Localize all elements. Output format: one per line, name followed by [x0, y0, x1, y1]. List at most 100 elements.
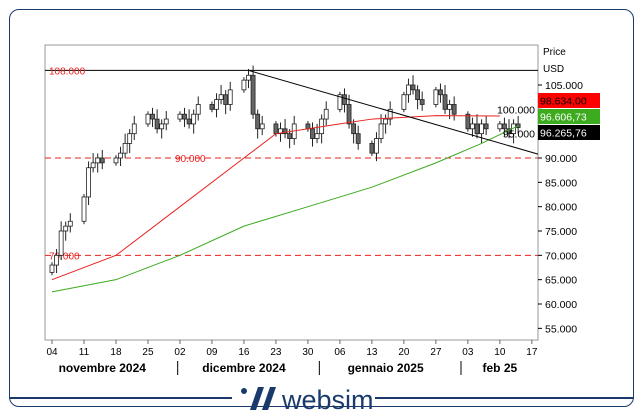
candle-body: [209, 104, 215, 110]
candle-body: [447, 104, 452, 110]
candle-body: [122, 142, 128, 154]
price-badge-label: 96.265,76: [540, 128, 587, 140]
y-tick-label: 80.000: [545, 202, 577, 214]
candle-body: [282, 128, 288, 135]
level-label: 70.000: [49, 251, 80, 262]
candle-body: [387, 108, 393, 120]
x-tick-label: 17: [526, 347, 538, 358]
unit-label: USD: [543, 64, 564, 75]
candle-body: [374, 138, 379, 154]
candle-body: [442, 94, 448, 110]
candle-body: [337, 94, 343, 110]
candle-body: [159, 123, 165, 130]
y-tick-label: 70.000: [545, 250, 577, 262]
candle-body: [287, 133, 293, 139]
x-tick-label: 03: [462, 347, 474, 358]
candle-body: [401, 94, 407, 110]
candle-body: [305, 123, 311, 130]
candle-body: [246, 74, 251, 81]
x-tick-label: 10: [494, 347, 506, 358]
logo-dot-icon: [241, 388, 247, 394]
logo-text: websim: [281, 385, 374, 415]
candle-body: [278, 128, 283, 135]
candle-body: [342, 94, 347, 105]
candle-body: [67, 220, 73, 227]
candle-body: [49, 264, 55, 273]
y-tick-label: 90.000: [545, 153, 577, 165]
candle-body: [406, 84, 411, 96]
candle-body: [474, 123, 480, 135]
candle-body: [355, 133, 361, 144]
price-badge: [538, 125, 600, 140]
y-tick-label: 55.000: [545, 323, 577, 335]
x-tick-label: 20: [398, 347, 410, 358]
y-tick-label: 95.000: [503, 129, 535, 141]
month-label: dicembre 2024: [202, 361, 286, 375]
candle-body: [241, 79, 247, 91]
x-tick-label: 06: [334, 347, 346, 358]
candle-body: [369, 142, 375, 154]
x-tick-label: 02: [174, 347, 186, 358]
level-label: 108.000: [49, 66, 86, 77]
candle-body: [63, 225, 69, 232]
month-label: gennaio 2025: [348, 361, 424, 375]
price-badge: [538, 93, 600, 108]
candle-body: [433, 89, 439, 105]
candle-body: [54, 254, 59, 266]
candle-body: [438, 89, 443, 96]
logo-mark-icon: [250, 387, 276, 410]
y-tick-label: 75.000: [545, 226, 577, 238]
price-badge: [538, 109, 600, 124]
candle-body: [310, 128, 315, 139]
candle-body: [483, 123, 489, 130]
price-label: Price: [543, 47, 566, 58]
x-tick-label: 04: [46, 347, 58, 358]
candle-body: [163, 118, 169, 125]
x-tick-label: 09: [206, 347, 218, 358]
y-tick-label: 65.000: [545, 275, 577, 287]
ma-red-line: [51, 115, 500, 281]
candle-body: [259, 123, 265, 130]
candle-body: [314, 133, 320, 139]
x-tick-label: 13: [366, 347, 378, 358]
trend-line: [248, 69, 539, 155]
candle-body: [378, 123, 384, 139]
candle-body: [95, 157, 101, 164]
y-tick-label: 85.000: [545, 177, 577, 189]
candle-body: [479, 123, 484, 135]
x-tick-label: 27: [430, 347, 442, 358]
candle-body: [145, 113, 151, 125]
candle-body: [99, 157, 105, 164]
candle-body: [113, 157, 119, 164]
candle-body: [273, 123, 279, 135]
level-label: 90.000: [175, 154, 206, 165]
candle-body: [177, 113, 183, 120]
x-tick-label: 11: [79, 347, 90, 358]
candle-body: [470, 123, 475, 130]
candle-body: [186, 118, 192, 125]
x-tick-label: 30: [302, 347, 314, 358]
candle-body: [182, 113, 187, 120]
candle-body: [346, 104, 352, 125]
candle-body: [131, 123, 137, 135]
price-badge-label: 96.606,73: [540, 112, 587, 124]
candle-body: [58, 230, 64, 256]
candle-body: [195, 104, 201, 115]
price-badge-label: 98.634,00: [540, 96, 587, 108]
candle-body: [214, 99, 219, 110]
candle-body: [502, 123, 507, 130]
candle-body: [255, 113, 261, 130]
candle-body: [86, 167, 91, 198]
month-label: feb 25: [483, 361, 518, 375]
candle-body: [465, 113, 471, 130]
candle-body: [383, 118, 389, 125]
candle-body: [323, 108, 329, 120]
y-tick-label: 105.000: [545, 80, 583, 92]
plot-area: [44, 44, 539, 341]
candle-body: [419, 99, 425, 105]
x-tick-label: 25: [142, 347, 154, 358]
x-tick-label: 23: [270, 347, 282, 358]
y-tick-label: 60.000: [545, 299, 577, 311]
candle-body: [118, 152, 123, 159]
